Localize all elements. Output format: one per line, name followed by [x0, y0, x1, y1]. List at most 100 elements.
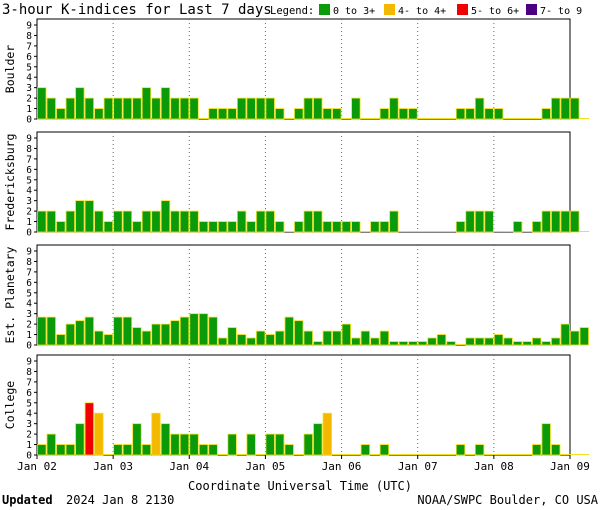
bar-college-11 [141, 444, 152, 456]
bar-boulder-7 [103, 97, 114, 120]
bar-est-planetary-31 [332, 330, 342, 346]
y-tick-label: 2 [26, 320, 32, 331]
bar-boulder-38 [398, 108, 409, 120]
bar-fredericksburg-44 [455, 221, 466, 233]
bar-college-15 [179, 433, 190, 456]
bar-boulder-15 [179, 97, 190, 120]
station-label-college: College [3, 381, 17, 430]
bar-fredericksburg-5 [84, 200, 95, 233]
bar-boulder-47 [484, 108, 494, 120]
bar-college-0 [37, 444, 47, 456]
bar-fredericksburg-28 [303, 210, 313, 233]
legend-label: Legend: [270, 5, 314, 17]
y-tick-label: 5 [26, 62, 32, 73]
bar-fredericksburg-22 [246, 221, 256, 233]
bar-est-planetary-10 [132, 327, 142, 346]
bar-college-1 [46, 433, 56, 456]
bar-fredericksburg-15 [179, 210, 190, 233]
bar-boulder-22 [246, 97, 256, 120]
bar-fredericksburg-30 [322, 221, 332, 233]
y-tick-label: 7 [26, 154, 32, 165]
credit-text: NOAA/SWPC Boulder, CO USA [417, 493, 598, 507]
bar-est-planetary-48 [493, 334, 504, 346]
bar-boulder-4 [75, 87, 85, 120]
bar-fredericksburg-37 [389, 210, 399, 233]
bar-boulder-27 [294, 108, 304, 120]
y-tick-label: 3 [26, 309, 32, 320]
bar-est-planetary-26 [284, 316, 294, 346]
bar-est-planetary-47 [484, 337, 494, 346]
y-tick-label: 1 [26, 217, 32, 228]
bar-fredericksburg-31 [332, 221, 342, 233]
bar-fredericksburg-17 [198, 221, 209, 233]
bar-est-planetary-29 [313, 341, 323, 346]
bar-fredericksburg-12 [151, 210, 161, 233]
y-tick-label: 6 [26, 278, 32, 289]
bar-fredericksburg-11 [141, 210, 152, 233]
bar-fredericksburg-2 [56, 221, 66, 233]
bar-fredericksburg-23 [256, 210, 266, 233]
bar-est-planetary-18 [208, 316, 218, 346]
y-tick-label: 6 [26, 165, 32, 176]
bar-est-planetary-27 [294, 320, 304, 346]
bar-est-planetary-23 [256, 330, 266, 346]
y-tick-label: 4 [26, 409, 32, 420]
y-tick-label: 7 [26, 267, 32, 278]
bar-college-25 [275, 433, 285, 456]
bar-est-planetary-35 [370, 337, 380, 346]
x-tick-label: Jan 03 [93, 460, 133, 473]
bar-est-planetary-17 [198, 313, 209, 346]
bar-est-planetary-52 [532, 337, 542, 346]
y-tick-label: 5 [26, 398, 32, 409]
bar-fredericksburg-7 [103, 221, 114, 233]
bar-college-18 [208, 444, 218, 456]
bar-fredericksburg-3 [65, 210, 75, 233]
bar-est-planetary-11 [141, 330, 152, 346]
bar-est-planetary-6 [94, 330, 104, 346]
bar-fredericksburg-1 [46, 210, 56, 233]
legend-swatch-1 [319, 4, 330, 15]
bar-est-planetary-32 [341, 323, 351, 346]
bar-boulder-20 [227, 108, 237, 120]
bar-est-planetary-1 [46, 316, 56, 346]
bar-college-4 [75, 423, 85, 456]
bar-fredericksburg-6 [94, 210, 104, 233]
bar-est-planetary-25 [275, 330, 285, 346]
bar-boulder-9 [122, 97, 133, 120]
bar-boulder-19 [217, 108, 228, 120]
y-tick-label: 1 [26, 330, 32, 341]
bar-boulder-12 [151, 97, 161, 120]
bar-college-6 [94, 412, 104, 456]
y-tick-label: 6 [26, 52, 32, 63]
bar-college-30 [322, 412, 332, 456]
bar-college-16 [189, 433, 199, 456]
bar-boulder-39 [408, 108, 418, 120]
bar-fredericksburg-35 [370, 221, 380, 233]
x-tick-label: Jan 06 [322, 460, 362, 473]
bar-college-53 [541, 423, 551, 456]
bar-est-planetary-33 [351, 337, 361, 346]
bar-est-planetary-0 [37, 316, 47, 346]
bar-boulder-54 [551, 97, 561, 120]
legend-entry-3: 5- to 6+ [471, 6, 519, 17]
legend-swatch-3 [457, 4, 468, 15]
bar-est-planetary-2 [56, 334, 66, 346]
bar-boulder-5 [84, 97, 95, 120]
y-tick-label: 7 [26, 41, 32, 52]
bar-fredericksburg-56 [570, 210, 580, 233]
bar-est-planetary-22 [246, 337, 256, 346]
bar-college-29 [313, 423, 323, 456]
bar-boulder-45 [465, 108, 475, 120]
bar-fredericksburg-8 [113, 210, 123, 233]
bar-boulder-3 [65, 97, 75, 120]
bar-boulder-56 [570, 97, 580, 120]
bar-college-26 [284, 444, 294, 456]
bar-est-planetary-15 [179, 316, 190, 346]
y-tick-label: 2 [26, 207, 32, 218]
bar-est-planetary-53 [541, 341, 551, 346]
y-tick-label: 2 [26, 430, 32, 441]
bar-boulder-14 [170, 97, 180, 120]
x-tick-label: Jan 07 [398, 460, 438, 473]
bar-est-planetary-14 [170, 320, 180, 346]
